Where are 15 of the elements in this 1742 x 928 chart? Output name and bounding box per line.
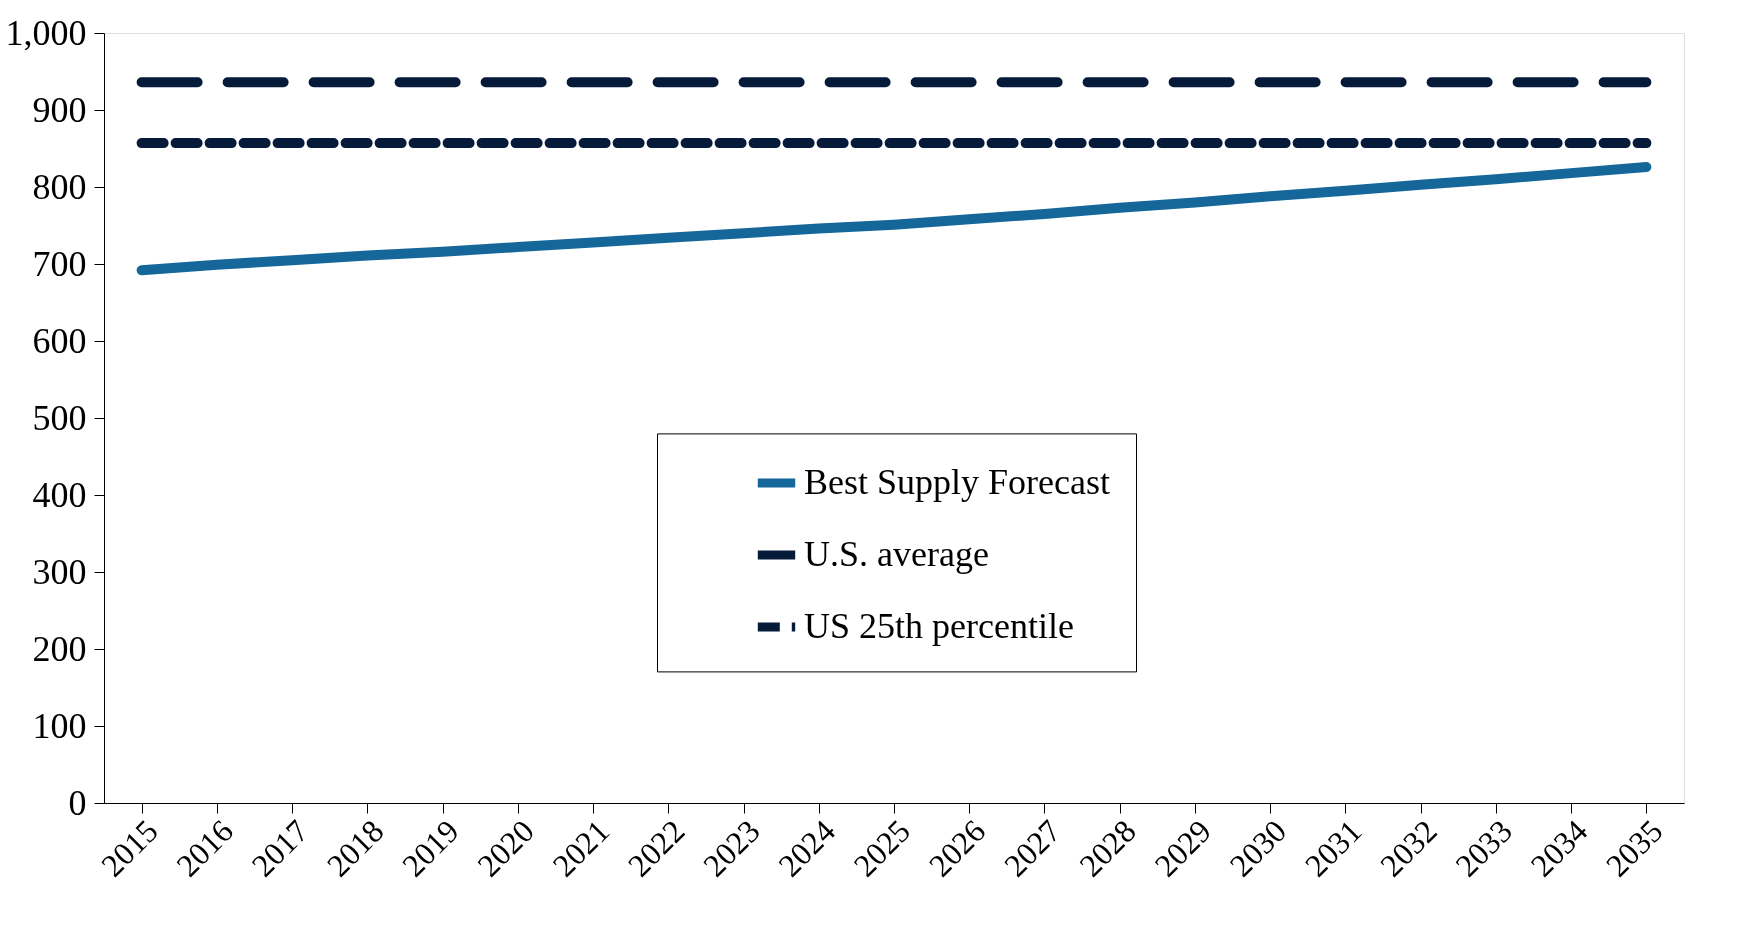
y-tick-label: 900 [32, 89, 87, 130]
y-tick-label: 200 [32, 628, 87, 669]
legend-label: U.S. average [804, 533, 989, 574]
y-tick-label: 1,000 [5, 12, 87, 53]
y-tick-label: 300 [32, 551, 87, 592]
legend-label: US 25th percentile [804, 605, 1074, 646]
y-tick-label: 700 [32, 243, 87, 284]
legend-label: Best Supply Forecast [804, 461, 1110, 502]
y-tick-label: 500 [32, 397, 87, 438]
y-tick-label: 600 [32, 320, 87, 361]
y-tick-label: 0 [68, 782, 87, 823]
y-tick-label: 400 [32, 474, 87, 515]
y-tick-label: 800 [32, 166, 87, 207]
x-tick-label: 2021 [545, 812, 617, 884]
y-tick-label: 100 [32, 705, 87, 746]
